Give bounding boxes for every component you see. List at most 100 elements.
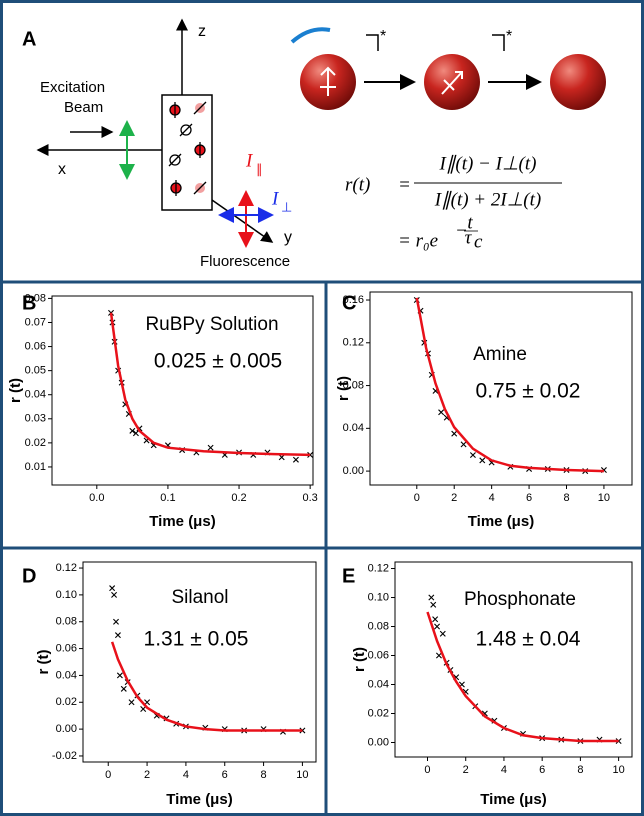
y-tick-label: 0.08 xyxy=(368,620,389,632)
y-tick-label: 0.12 xyxy=(343,337,364,349)
x-tick-label: 4 xyxy=(489,492,495,504)
y-tick-label: 0.00 xyxy=(56,723,77,735)
dipole xyxy=(441,71,463,95)
x-tick-label: 0.1 xyxy=(160,492,175,504)
y-tick-label: 0.04 xyxy=(25,389,46,401)
data-point xyxy=(140,705,147,712)
x-tick-label: 4 xyxy=(501,764,507,776)
excited-bracket xyxy=(366,34,505,51)
molecules xyxy=(168,101,207,196)
y-tick-label: 0.08 xyxy=(56,616,77,628)
data-point xyxy=(132,430,139,437)
x-tick-label: 0 xyxy=(424,764,430,776)
data-point xyxy=(129,427,136,434)
sphere xyxy=(550,54,606,110)
fit-line xyxy=(110,641,303,732)
plot-frame xyxy=(394,561,633,758)
data-point xyxy=(469,452,476,459)
excited-star: * xyxy=(380,28,386,45)
annotation: Amine xyxy=(473,344,527,365)
data-point xyxy=(116,672,123,679)
data-point xyxy=(109,585,116,592)
y-tick-label: 0.06 xyxy=(368,649,389,661)
y-tick-label: 0.08 xyxy=(25,292,46,304)
equation: = r₀e xyxy=(398,230,438,251)
y-tick-label: 0.00 xyxy=(343,465,364,477)
equation: I∥(t) + 2I⊥(t) xyxy=(434,189,541,210)
data-point xyxy=(434,623,441,630)
data-point xyxy=(120,685,127,692)
y-tick-label: 0.02 xyxy=(56,696,77,708)
x-tick-label: 8 xyxy=(577,764,583,776)
y-tick-label: -0.02 xyxy=(52,750,77,762)
y-tick-label: 0.04 xyxy=(56,669,77,681)
y-tick-label: 0.00 xyxy=(368,736,389,748)
annotation: Silanol xyxy=(171,587,228,608)
y-tick-label: 0.03 xyxy=(25,413,46,425)
panel-label: E xyxy=(342,565,355,587)
x-axis-label: Time (μs) xyxy=(480,791,546,808)
x-axis-label: Time (μs) xyxy=(149,513,215,530)
y-tick-label: 0.08 xyxy=(343,379,364,391)
axis-label: x xyxy=(58,161,66,178)
equation: r(t) xyxy=(345,174,370,195)
x-tick-label: 0 xyxy=(414,492,420,504)
fit-line xyxy=(415,297,604,473)
x-tick-label: 8 xyxy=(563,492,569,504)
data-point xyxy=(428,594,435,601)
y-tick-label: 0.16 xyxy=(343,294,364,306)
excitation-label: Beam xyxy=(64,99,103,116)
y-tick-label: 0.06 xyxy=(56,642,77,654)
y-tick-label: 0.07 xyxy=(25,316,46,328)
y-tick-label: 0.04 xyxy=(343,422,364,434)
chart-panel: 0 2 4 6 8 10 -0.02 0.00 0.02 0.04 0.06 0.08 0.10 0.12… xyxy=(22,561,317,808)
value-annotation: 1.31 ± 0.05 xyxy=(144,628,249,651)
chart-panel: 0.0 0.1 0.2 0.3 0.01 0.02 0.03 0.04 0.05 0.06 0.07… xyxy=(7,292,318,530)
i-parallel: I xyxy=(245,150,254,171)
x-tick-label: 8 xyxy=(261,769,267,781)
excitation-curve xyxy=(290,27,331,44)
y-tick-label: 0.12 xyxy=(368,562,389,574)
y-tick-label: 0.01 xyxy=(25,461,46,473)
data-point xyxy=(292,456,299,463)
equation: c xyxy=(474,231,483,252)
data-point xyxy=(128,699,135,706)
value-annotation: 0.75 ± 0.02 xyxy=(476,380,581,403)
x-tick-label: 2 xyxy=(451,492,457,504)
y-tick-label: 0.10 xyxy=(368,591,389,603)
x-tick-label: 6 xyxy=(222,769,228,781)
value-annotation: 1.48 ± 0.04 xyxy=(476,628,581,651)
value-annotation: 0.025 ± 0.005 xyxy=(154,350,282,373)
data-point xyxy=(432,616,439,623)
excited-star: * xyxy=(506,28,512,45)
data-point xyxy=(479,457,486,464)
y-tick-label: 0.12 xyxy=(56,562,77,574)
equation: − xyxy=(455,220,468,241)
excitation-label: Excitation xyxy=(40,79,105,96)
fit-line xyxy=(426,611,619,743)
y-tick-label: 0.10 xyxy=(56,589,77,601)
y-axis-label: r (t) xyxy=(335,376,352,401)
plot-frame xyxy=(51,295,314,486)
data-point xyxy=(439,630,446,637)
chart-panel: 0 2 4 6 8 10 0.00 0.02 0.04 0.06 0.08 0.10 0.12 E Phos… xyxy=(342,561,633,808)
x-tick-label: 4 xyxy=(183,769,189,781)
panel-label: D xyxy=(22,565,36,587)
x-tick-label: 10 xyxy=(598,492,610,504)
panel-label: B xyxy=(22,292,36,314)
dipole xyxy=(320,66,336,96)
data-point xyxy=(207,444,214,451)
i-parallel-sub: ∥ xyxy=(256,161,263,176)
panel-label: C xyxy=(342,292,356,314)
i-perp-sub: ⊥ xyxy=(281,199,292,214)
plot-frame xyxy=(369,291,633,486)
annotation: Phosphonate xyxy=(464,589,576,610)
data-point xyxy=(430,601,437,608)
equation: τ xyxy=(465,227,473,248)
x-tick-label: 6 xyxy=(526,492,532,504)
data-point xyxy=(113,618,119,625)
y-tick-label: 0.04 xyxy=(368,678,389,690)
panel-a: A z x Excitation Beam y I ∥ I ⊥ Fluoresc… xyxy=(22,18,606,270)
